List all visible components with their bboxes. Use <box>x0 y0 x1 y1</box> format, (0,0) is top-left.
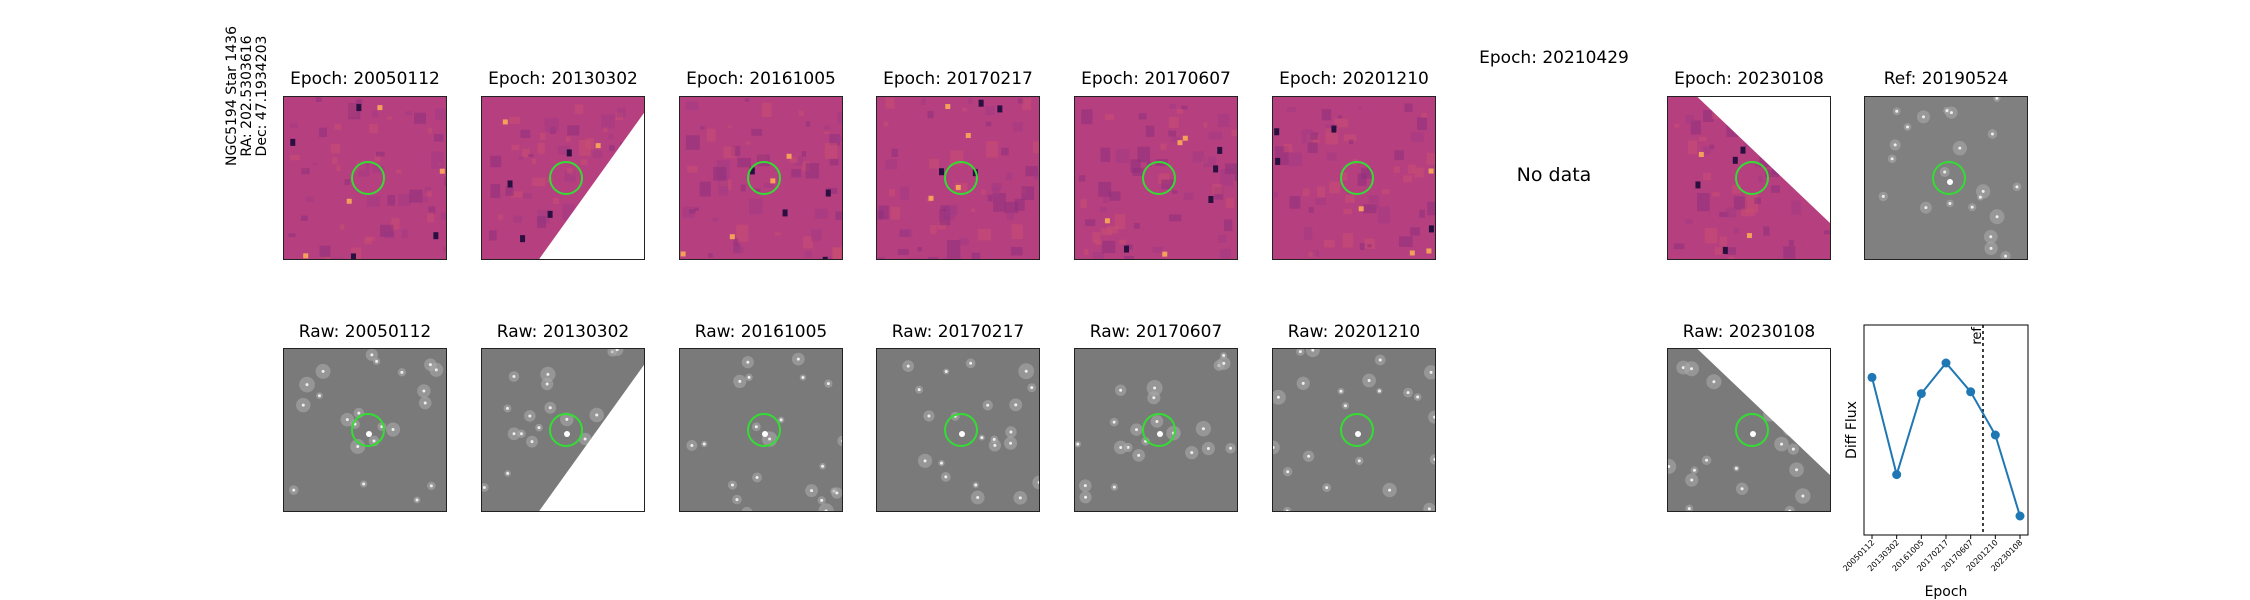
y-axis-label: Diff Flux <box>1844 401 1860 459</box>
target-circle <box>549 413 583 447</box>
flux-point <box>1867 372 1877 382</box>
ref-image <box>1864 96 2028 260</box>
flux-point <box>1916 389 1926 399</box>
raw-title: Raw: 20130302 <box>496 322 630 342</box>
target-circle <box>747 161 781 195</box>
diff-image <box>1272 96 1436 260</box>
epoch-title: Epoch: 20170217 <box>883 69 1033 89</box>
epoch-title: Epoch: 20201210 <box>1279 69 1429 89</box>
target-circle <box>1340 161 1374 195</box>
target-circle <box>747 413 781 447</box>
ref-label: ref <box>1970 327 1985 345</box>
no-data-text: No data <box>1516 164 1592 186</box>
target-circle <box>1932 161 1966 195</box>
target-circle <box>944 413 978 447</box>
raw-image <box>481 348 645 512</box>
epoch-title: Epoch: 20210429 <box>1479 48 1629 68</box>
star-info-label: NGC5194 Star 1436 RA: 202.5303616 Dec: 4… <box>224 26 270 166</box>
raw-title: Raw: 20170607 <box>1089 322 1223 342</box>
raw-image <box>876 348 1040 512</box>
raw-title: Raw: 20161005 <box>694 322 828 342</box>
diff-flux-chart: ref2005011220130302201610052017021720170… <box>1841 324 2029 600</box>
epoch-title: Epoch: 20230108 <box>1674 69 1824 89</box>
target-circle <box>351 413 385 447</box>
raw-image <box>1667 348 1831 512</box>
raw-title: Raw: 20230108 <box>1682 322 1816 342</box>
flux-point <box>1990 430 2000 440</box>
x-axis-label: Epoch <box>1925 584 1968 600</box>
epoch-title: Epoch: 20130302 <box>488 69 638 89</box>
target-circle <box>351 161 385 195</box>
diff-image <box>1667 96 1831 260</box>
raw-image <box>1272 348 1436 512</box>
diff-image <box>679 96 843 260</box>
diff-image <box>283 96 447 260</box>
diff-image <box>876 96 1040 260</box>
chart-frame <box>1863 324 2029 536</box>
raw-image <box>1074 348 1238 512</box>
flux-point <box>1966 387 1976 397</box>
target-circle <box>944 161 978 195</box>
flux-point <box>1941 358 1951 368</box>
raw-image <box>679 348 843 512</box>
epoch-title: Epoch: 20161005 <box>686 69 836 89</box>
ref-title: Ref: 20190524 <box>1883 69 2009 89</box>
target-circle <box>1735 413 1769 447</box>
target-circle <box>1735 161 1769 195</box>
flux-point <box>1892 470 1902 480</box>
target-circle <box>1340 413 1374 447</box>
target-circle <box>1142 161 1176 195</box>
diff-image <box>481 96 645 260</box>
raw-title: Raw: 20201210 <box>1287 322 1421 342</box>
raw-title: Raw: 20170217 <box>891 322 1025 342</box>
raw-title: Raw: 20050112 <box>298 322 432 342</box>
flux-point <box>2015 511 2025 521</box>
epoch-title: Epoch: 20170607 <box>1081 69 1231 89</box>
flux-line <box>1871 361 2021 517</box>
target-circle <box>1142 413 1176 447</box>
raw-image <box>283 348 447 512</box>
diff-image <box>1074 96 1238 260</box>
target-circle <box>549 161 583 195</box>
epoch-title: Epoch: 20050112 <box>290 69 440 89</box>
